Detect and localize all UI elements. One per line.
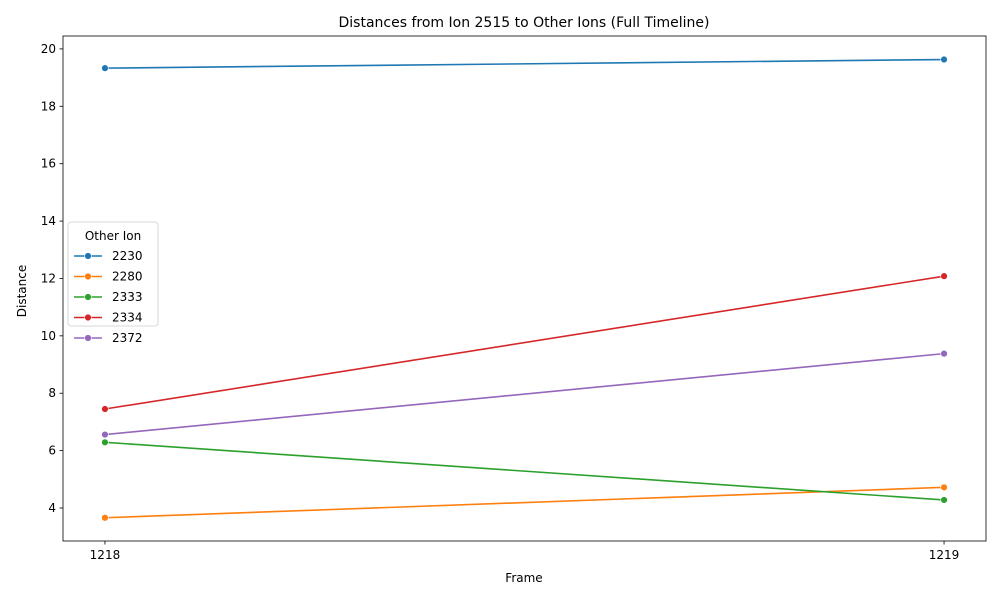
legend-swatch-marker: [84, 313, 92, 322]
legend-item: 2372: [74, 331, 143, 345]
series-line-2230: [104, 58, 945, 69]
data-point-2334: [101, 405, 109, 413]
legend-swatch-marker: [84, 334, 92, 342]
chart-title: Distances from Ion 2515 to Other Ions (F…: [339, 15, 710, 31]
series-2334: [101, 272, 948, 413]
legend-item: 2280: [74, 270, 143, 284]
legend-item: 2334: [74, 311, 143, 325]
y-tick-label: 4: [48, 501, 56, 515]
legend-swatch-marker: [84, 293, 92, 301]
y-tick-label: 14: [41, 214, 56, 228]
series-2280: [101, 483, 948, 522]
series-line-2372: [104, 352, 945, 436]
legend-label: 2333: [112, 290, 143, 304]
data-point-2230: [940, 55, 948, 64]
y-tick-label: 10: [41, 329, 56, 343]
legend: Other Ion 2230 2280 2333 2334 2372: [67, 221, 159, 345]
data-point-2372: [940, 349, 948, 358]
y-tick-label: 18: [41, 99, 56, 113]
series-2230: [101, 55, 948, 72]
data-point-2280: [101, 514, 109, 522]
series-2372: [101, 349, 948, 439]
y-tick-label: 20: [41, 42, 56, 56]
series-2333: [101, 438, 948, 504]
legend-item: 2230: [74, 249, 143, 263]
legend-label: 2230: [112, 249, 143, 263]
legend-swatch-marker: [84, 252, 92, 260]
data-point-2280: [940, 483, 948, 492]
series-line-2333: [104, 441, 945, 501]
data-point-2230: [101, 64, 109, 72]
data-point-2333: [940, 496, 948, 504]
data-point-2372: [101, 430, 109, 439]
legend-title: Other Ion: [85, 229, 141, 243]
data-point-2334: [940, 272, 948, 280]
legend-label: 2372: [112, 331, 143, 345]
axes-frame: [62, 35, 987, 542]
y-tick-label: 16: [41, 157, 56, 171]
plot-area: 4 6 8 10 12 14 16 18 20 1218 1219 Other Ion 2230 2280…: [41, 35, 987, 562]
series-line-2280: [104, 486, 945, 519]
legend-label: 2334: [112, 311, 143, 325]
y-tick-label: 8: [48, 386, 56, 400]
y-axis-label: Distance: [15, 265, 29, 317]
data-point-2333: [101, 438, 109, 446]
legend-box: [67, 221, 159, 327]
legend-item: 2333: [74, 290, 143, 304]
x-axis-label: Frame: [505, 571, 542, 585]
legend-label: 2280: [112, 270, 143, 284]
y-tick-label: 6: [48, 444, 56, 458]
series-line-2334: [104, 275, 945, 410]
x-tick-label: 1219: [929, 548, 960, 562]
legend-swatch-marker: [84, 272, 92, 281]
x-tick-label: 1218: [90, 548, 121, 562]
y-tick-label: 12: [41, 271, 56, 285]
